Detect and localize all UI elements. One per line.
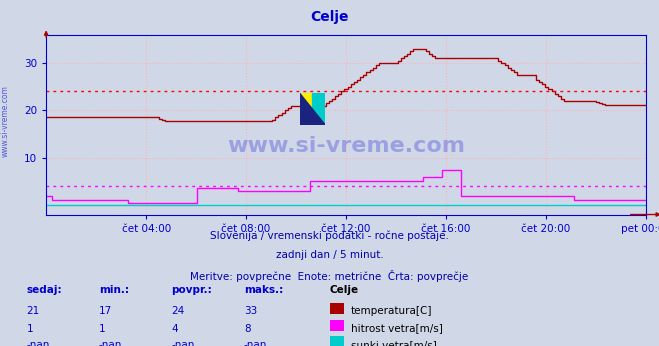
- Text: -nan: -nan: [26, 340, 49, 346]
- Text: hitrost vetra[m/s]: hitrost vetra[m/s]: [351, 324, 442, 334]
- Text: sedaj:: sedaj:: [26, 285, 62, 295]
- Text: sunki vetra[m/s]: sunki vetra[m/s]: [351, 340, 436, 346]
- Text: -nan: -nan: [244, 340, 267, 346]
- Text: Meritve: povprečne  Enote: metrične  Črta: povprečje: Meritve: povprečne Enote: metrične Črta:…: [190, 270, 469, 282]
- Text: zadnji dan / 5 minut.: zadnji dan / 5 minut.: [275, 250, 384, 260]
- Text: Slovenija / vremenski podatki - ročne postaje.: Slovenija / vremenski podatki - ročne po…: [210, 230, 449, 240]
- Text: 1: 1: [26, 324, 33, 334]
- Text: temperatura[C]: temperatura[C]: [351, 306, 432, 316]
- Text: -nan: -nan: [99, 340, 122, 346]
- Bar: [312, 93, 325, 125]
- Text: maks.:: maks.:: [244, 285, 283, 295]
- Text: 8: 8: [244, 324, 250, 334]
- Text: www.si-vreme.com: www.si-vreme.com: [1, 85, 10, 157]
- Text: 4: 4: [171, 324, 178, 334]
- Bar: [300, 93, 312, 125]
- Polygon shape: [300, 93, 325, 125]
- Text: 21: 21: [26, 306, 40, 316]
- Text: www.si-vreme.com: www.si-vreme.com: [227, 136, 465, 156]
- Text: min.:: min.:: [99, 285, 129, 295]
- Text: Celje: Celje: [310, 10, 349, 24]
- Text: 24: 24: [171, 306, 185, 316]
- Text: povpr.:: povpr.:: [171, 285, 212, 295]
- Text: -nan: -nan: [171, 340, 194, 346]
- Text: 17: 17: [99, 306, 112, 316]
- Text: Celje: Celje: [330, 285, 358, 295]
- Text: 1: 1: [99, 324, 105, 334]
- Text: 33: 33: [244, 306, 257, 316]
